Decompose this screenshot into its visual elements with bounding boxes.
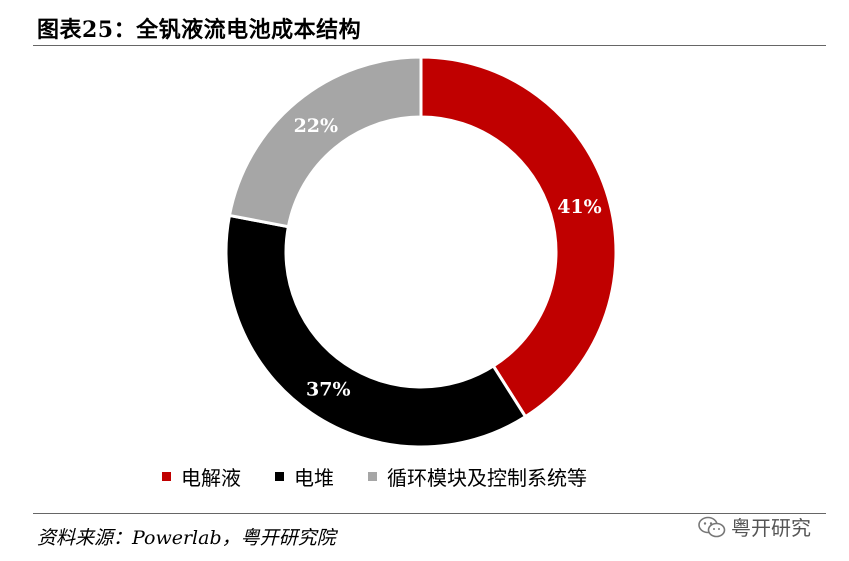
watermark: 粤开研究 <box>697 512 811 541</box>
legend-label-electrolyte: 电解液 <box>181 466 241 490</box>
legend-item-electrolyte: 电解液 <box>162 462 241 491</box>
legend-swatch-circulation <box>368 472 377 481</box>
wechat-icon <box>698 516 726 537</box>
data-label-electrolyte: 41% <box>557 196 602 218</box>
legend-swatch-stack <box>275 472 284 481</box>
chart-title: 图表25：全钒液流电池成本结构 <box>37 17 362 43</box>
legend-label-stack: 电堆 <box>294 466 334 490</box>
legend-swatch-electrolyte <box>162 472 171 481</box>
bottom-divider <box>33 513 826 514</box>
legend-item-stack: 电堆 <box>275 462 334 491</box>
watermark-text: 粤开研究 <box>731 516 811 540</box>
slice-electrolyte <box>419 55 618 419</box>
top-divider <box>33 45 826 46</box>
slice-circulation <box>227 55 423 229</box>
legend-item-circulation: 循环模块及控制系统等 <box>368 462 587 491</box>
legend-label-circulation: 循环模块及控制系统等 <box>387 466 587 490</box>
source-note: 资料来源：Powerlab，粤开研究院 <box>37 527 336 549</box>
data-label-circulation: 22% <box>294 115 339 137</box>
data-label-stack: 37% <box>306 378 351 400</box>
legend: 电解液 电堆 循环模块及控制系统等 <box>162 462 587 491</box>
slice-stack <box>224 213 528 449</box>
